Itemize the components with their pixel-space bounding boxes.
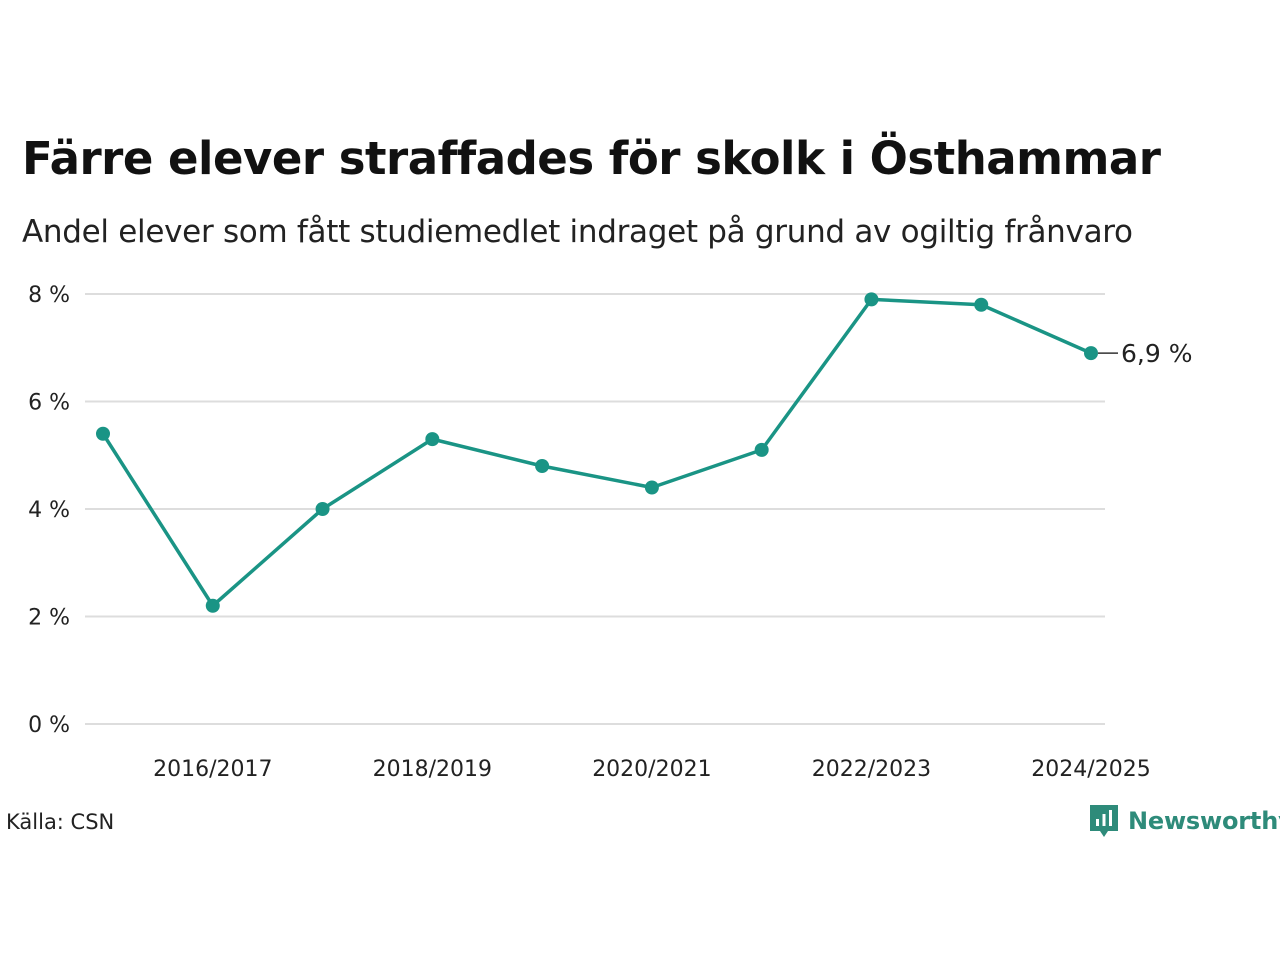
y-tick-label: 6 % [28,391,70,416]
y-tick-label: 2 % [28,606,70,631]
grid-lines [85,293,1105,725]
data-point [96,426,110,441]
end-value-label: 6,9 % [1121,339,1192,368]
data-point [425,432,440,447]
data-point [205,598,220,613]
series-group [96,292,1098,613]
data-point [315,502,330,516]
x-tick-label: 2020/2021 [592,757,711,782]
line-chart: 0 % 2 % 4 % 6 % 8 % 2016/2017 2018/2019 2020/2… [28,283,1192,782]
series-line [101,297,1092,608]
x-tick-label: 2022/2023 [812,757,931,782]
chart-title: Färre elever straffades för skolk i Östh… [22,132,1161,185]
data-point [974,297,989,312]
data-point [535,459,550,473]
newsworthy-logo-icon [1090,805,1118,837]
x-tick-label: 2018/2019 [373,757,492,782]
brand-name: Newsworthy [1128,807,1280,835]
x-axis-ticks: 2016/2017 2018/2019 2020/2021 2022/2023 2024… [153,757,1151,782]
x-tick-label: 2016/2017 [153,757,272,782]
data-point [644,480,659,495]
end-annotation: 6,9 % [1098,339,1192,368]
source-note: Källa: CSN [6,810,115,834]
data-point [1084,346,1098,361]
y-tick-label: 8 % [28,283,70,308]
x-tick-label: 2024/2025 [1031,757,1150,782]
y-axis-ticks: 0 % 2 % 4 % 6 % 8 % [28,283,70,738]
chart-subtitle: Andel elever som fått studiemedlet indra… [22,214,1133,250]
data-point [754,442,769,457]
y-tick-label: 4 % [28,498,70,523]
y-tick-label: 0 % [28,713,70,738]
data-point [864,292,879,307]
brand-logo: Newsworthy [1088,803,1280,839]
